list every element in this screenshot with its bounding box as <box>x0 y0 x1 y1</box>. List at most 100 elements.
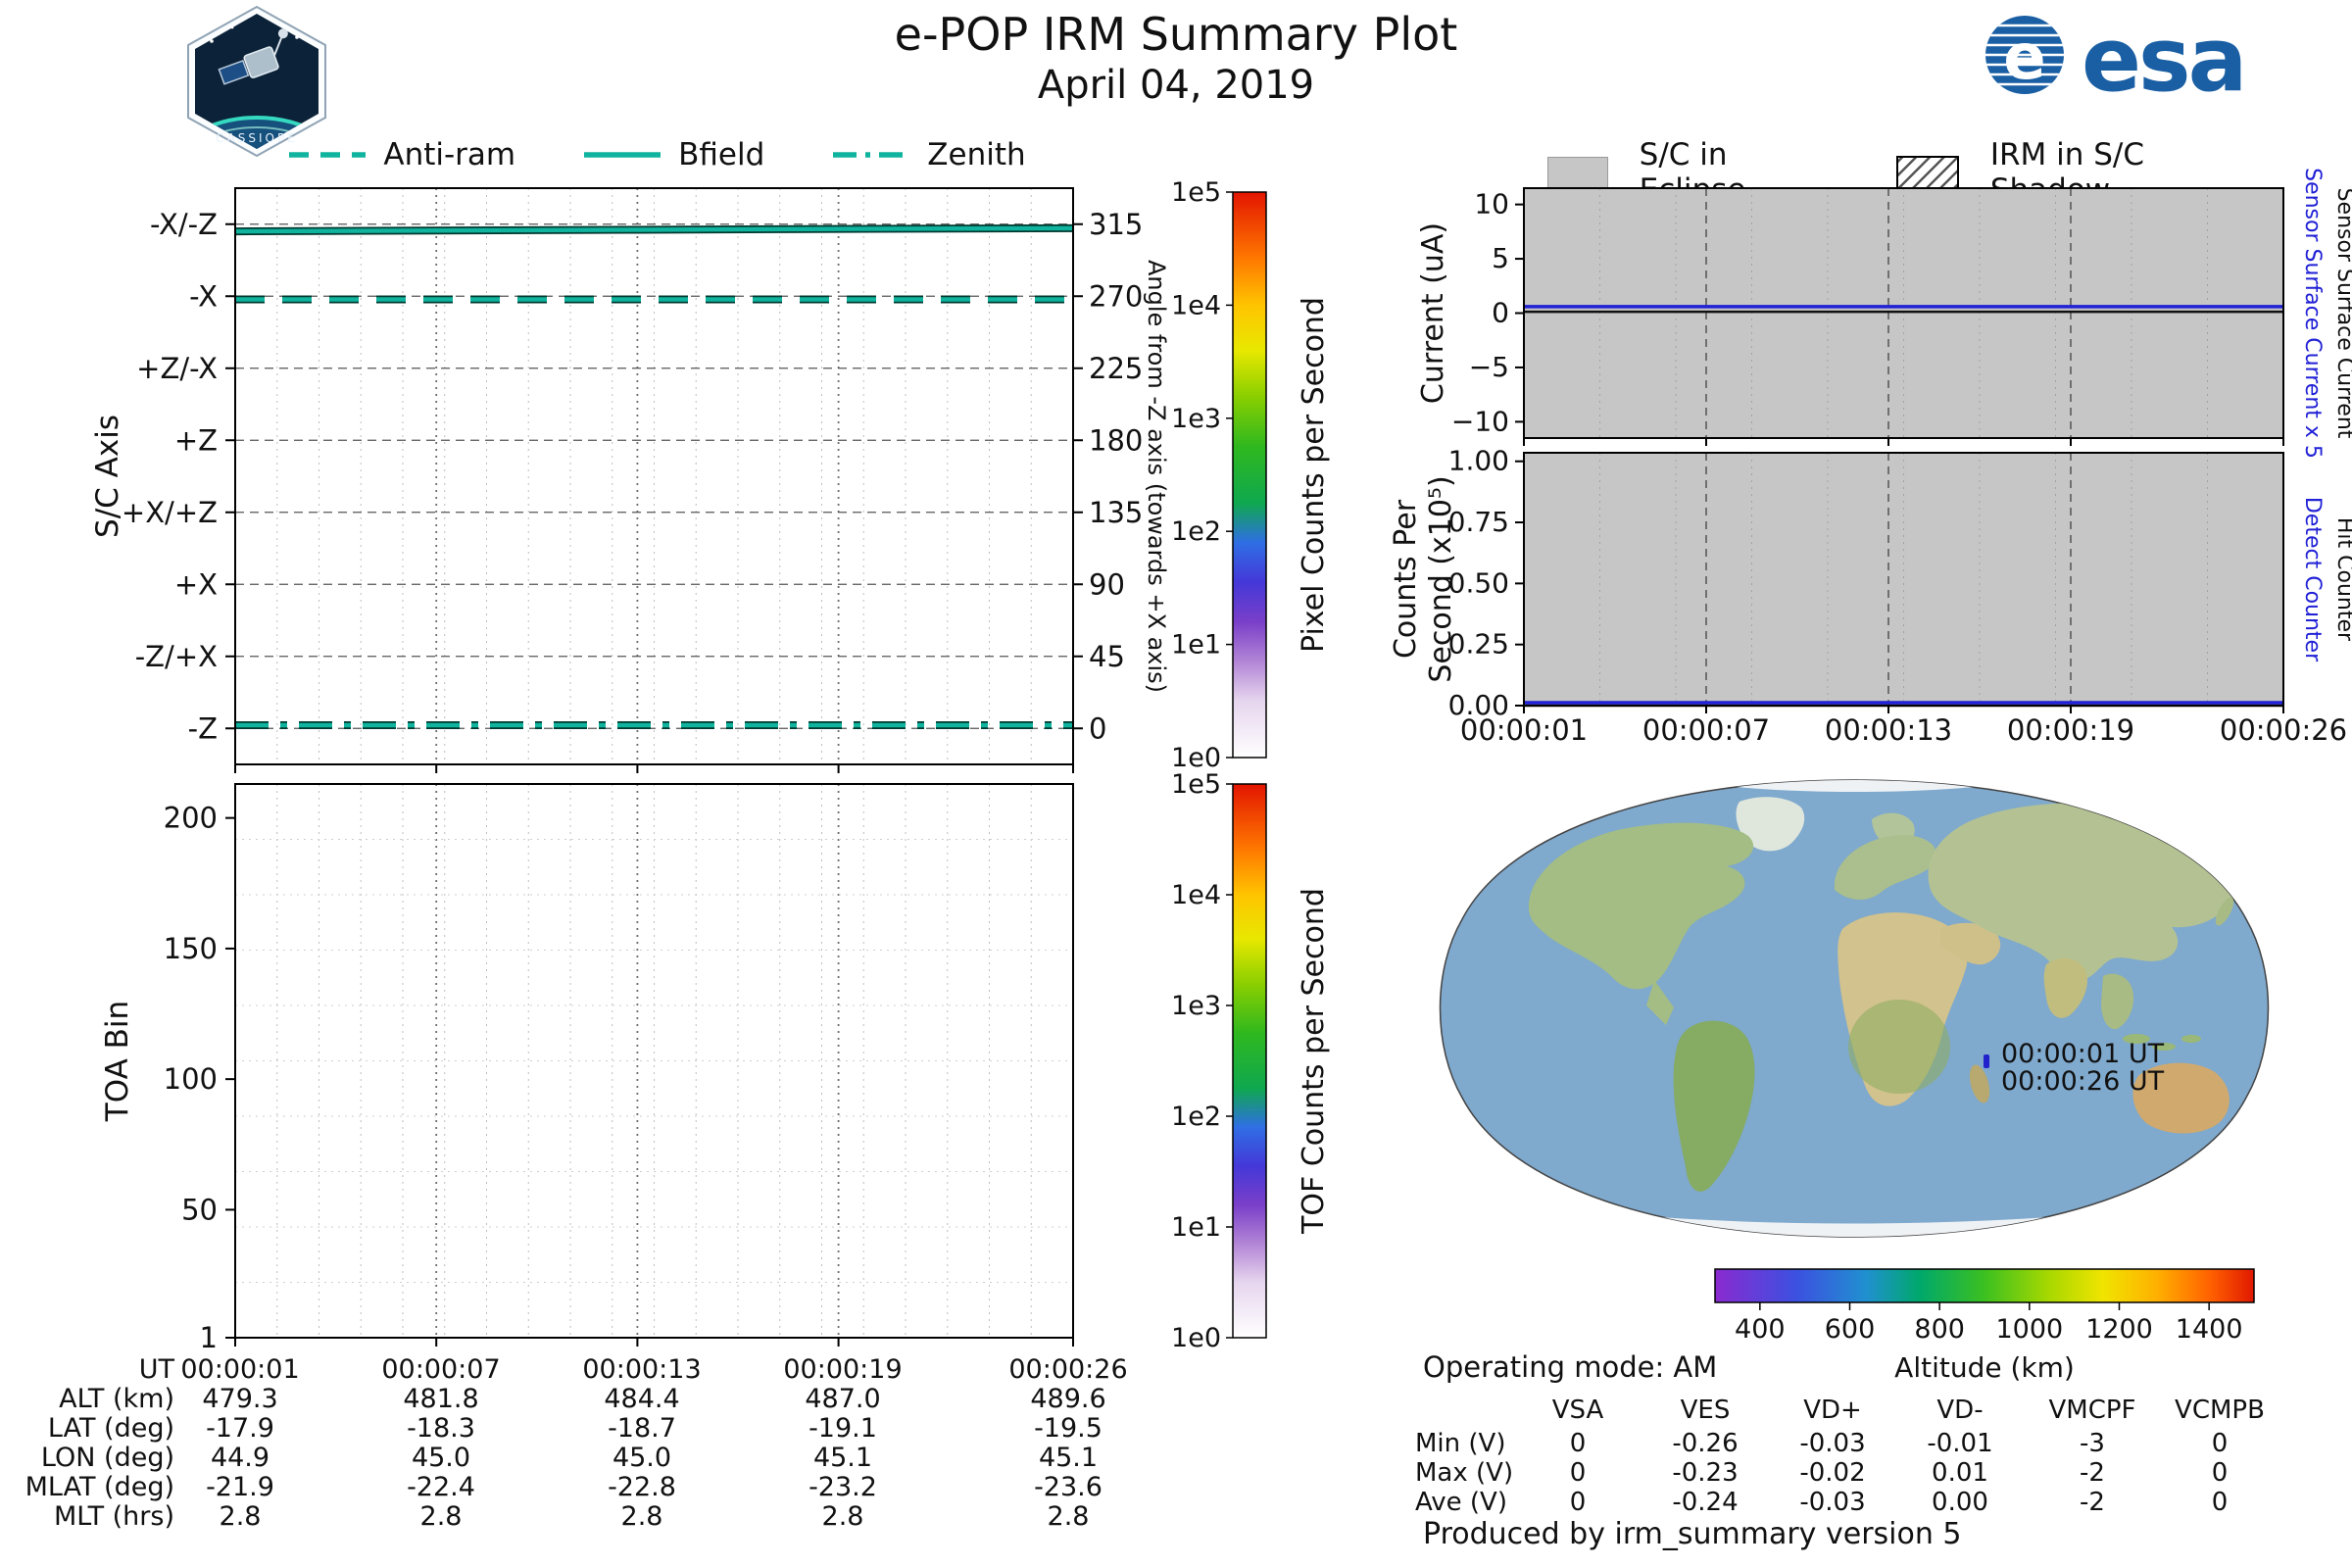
bfield-line-sample <box>584 152 662 158</box>
voltage-value: -0.01 <box>1927 1429 1993 1458</box>
label: 100 <box>164 1062 218 1096</box>
label: 50 <box>181 1193 218 1226</box>
label: 90 <box>1089 567 1125 601</box>
label: 00:00:01 <box>1460 713 1588 747</box>
ephemeris-value: -17.9 <box>206 1413 274 1444</box>
label: TOA Bin <box>100 1001 135 1122</box>
legend-label: Zenith <box>927 137 1026 172</box>
pointing-series-lines <box>234 223 1074 729</box>
middle-east <box>1940 922 2001 965</box>
label: +Z <box>174 423 218 457</box>
voltage-row-label: Min (V) <box>1415 1429 1506 1458</box>
ephemeris-value: 2.8 <box>419 1501 463 1532</box>
tick-labels: 200 150 100 50 1 <box>164 802 218 1354</box>
australia <box>2132 1062 2230 1134</box>
tof-counts-colorbar: 1e0 1e1 1e2 1e3 1e4 1e5 TOF Counts per Second <box>1171 769 1331 1353</box>
label: 1400 <box>2176 1314 2243 1345</box>
voltage-column-header: VCMPB <box>2175 1396 2265 1425</box>
indonesia <box>2152 1043 2176 1051</box>
axis-frame <box>225 783 1074 1347</box>
toa-bin-plot: 200 150 100 50 1 TOA Bin 1e0 1e1 1e2 1e3 1e4 1e5 T… <box>100 769 1331 1354</box>
label: 1e3 <box>1171 404 1221 434</box>
pixel-counts-colorbar: 1e0 1e1 1e2 1e3 1e4 1e5 Pixel Counts per Secon… <box>1171 177 1331 773</box>
label: 1.00 <box>1448 445 1509 477</box>
ephemeris-row-label: ALT (km) <box>59 1384 174 1414</box>
ground-track-map: 00:00:01 UT 00:00:26 UT <box>1439 779 2270 1238</box>
label: 1e0 <box>1171 743 1221 773</box>
label: 225 <box>1089 352 1143 385</box>
voltage-value: -0.02 <box>1799 1458 1866 1488</box>
greenland <box>1736 797 1805 852</box>
label: 45 <box>1089 640 1125 673</box>
southeast-asia <box>2101 973 2134 1030</box>
ephemeris-value: 44.9 <box>210 1443 270 1473</box>
label: 150 <box>164 932 218 965</box>
axis-titles: S/C Axis Angle from -Z axis (towards +X a… <box>90 260 1170 693</box>
label: Current (uA) <box>1416 222 1450 404</box>
label: Sensor Surface Current x 5 <box>2300 168 2325 459</box>
ephemeris-value: -21.9 <box>206 1472 274 1502</box>
satellite-icon <box>218 28 288 85</box>
map-continents <box>1509 780 2263 1237</box>
label: S/C Axis <box>90 415 125 538</box>
label: 10 <box>1474 188 1509 220</box>
label: 270 <box>1089 279 1143 313</box>
legend-item-zenith: Zenith <box>831 137 1026 172</box>
new-zealand <box>2249 1119 2263 1147</box>
voltage-value: 0.01 <box>1932 1458 1988 1488</box>
label: -Z/+X <box>135 640 218 673</box>
cassiope-mission-patch: CASSIOPE <box>187 5 326 158</box>
label: Counts Per <box>1389 499 1423 659</box>
ephemeris-value: -22.4 <box>407 1472 475 1502</box>
label: 400 <box>1735 1314 1786 1345</box>
voltage-column-header: VMCPF <box>2048 1396 2136 1425</box>
japan <box>2215 897 2234 926</box>
ephemeris-value: 00:00:01 <box>180 1354 300 1385</box>
legend-label: Bfield <box>678 137 765 172</box>
ephemeris-value: 489.6 <box>1030 1384 1106 1414</box>
label: Angle from -Z axis (towards +X axis) <box>1143 260 1170 693</box>
label: 00:00:26 <box>2220 713 2347 747</box>
ephemeris-value: 45.1 <box>1038 1443 1099 1473</box>
label: 1e5 <box>1171 177 1221 208</box>
ephemeris-value: 00:00:07 <box>381 1354 501 1385</box>
label: 1e1 <box>1171 1212 1221 1243</box>
label: 200 <box>164 802 218 835</box>
ephemeris-value: 00:00:26 <box>1008 1354 1128 1385</box>
voltage-value: 0 <box>1569 1429 1587 1458</box>
north-america <box>1528 822 1754 990</box>
ephemeris-value: 2.8 <box>1047 1501 1090 1532</box>
voltage-value: -0.03 <box>1799 1488 1866 1517</box>
ephemeris-value: 481.8 <box>403 1384 479 1414</box>
ephemeris-value: 479.3 <box>202 1384 278 1414</box>
ephemeris-value: 2.8 <box>821 1501 864 1532</box>
voltage-value: -0.24 <box>1672 1488 1739 1517</box>
voltage-value: -0.23 <box>1672 1458 1739 1488</box>
anti-ram-line-sample <box>289 152 367 158</box>
operating-mode: Operating mode: AM <box>1423 1350 1718 1384</box>
star <box>295 35 299 39</box>
page-title: e-POP IRM Summary Plot <box>894 8 1458 61</box>
voltage-value: 0 <box>1569 1488 1587 1517</box>
counter-panel: 1.00 0.75 0.50 0.25 0.00 Counts Per Second (x1… <box>1389 445 2352 721</box>
altitude-colorbar: 400 600 800 1000 1200 1400 Altitude (km) <box>1714 1268 2255 1384</box>
indonesia <box>2123 1034 2150 1044</box>
south-america <box>1673 1020 1755 1192</box>
label: 0.25 <box>1448 628 1509 661</box>
label: 1e2 <box>1171 516 1221 547</box>
star <box>210 39 214 43</box>
central-america <box>1646 980 1674 1025</box>
label: 00:00:19 <box>2007 713 2134 747</box>
label: Pixel Counts per Second <box>1297 297 1331 653</box>
label: Altitude (km) <box>1894 1351 2075 1384</box>
eclipse-shading <box>1524 453 2283 706</box>
axis-titles: TOA Bin <box>100 1001 135 1122</box>
label: 00:00:13 <box>1825 713 1952 747</box>
gridlines <box>235 784 1073 1338</box>
label: 180 <box>1089 423 1143 457</box>
voltage-value: 0 <box>2211 1458 2229 1488</box>
ephemeris-value: -22.8 <box>608 1472 676 1502</box>
